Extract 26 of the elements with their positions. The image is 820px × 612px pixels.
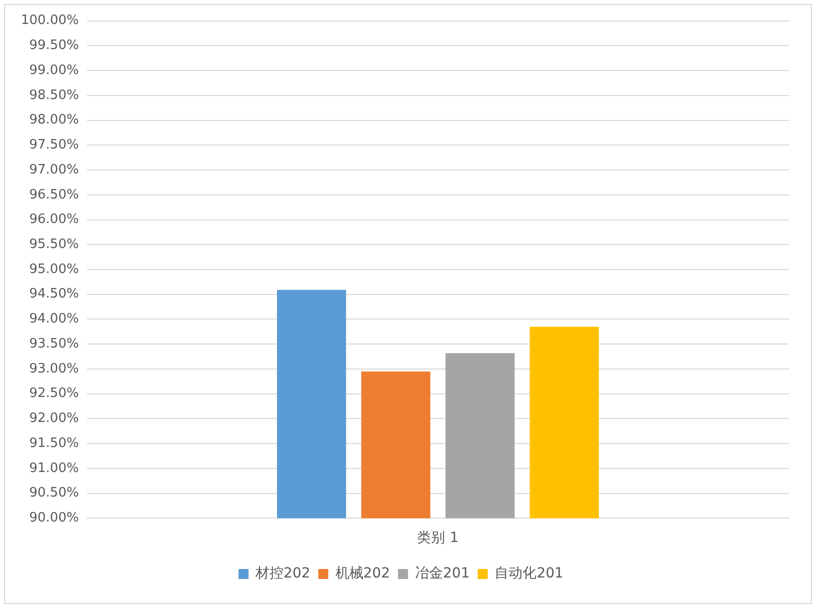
y-tick-label: 98.00% (29, 112, 79, 128)
y-tick-label: 97.50% (29, 138, 79, 153)
y-tick-label: 91.50% (29, 436, 79, 451)
y-tick-label: 94.00% (29, 312, 79, 327)
y-tick-label: 90.00% (29, 510, 79, 526)
y-tick-label: 97.00% (29, 162, 79, 178)
y-tick-label: 92.50% (29, 386, 79, 402)
y-tick-label: 96.50% (29, 187, 79, 202)
legend-label: 机械202 (335, 566, 390, 582)
legend-label: 冶金201 (415, 566, 470, 582)
x-tick-label: 类别 1 (417, 530, 459, 546)
y-tick-label: 100.00% (20, 13, 79, 28)
y-tick-label: 93.50% (29, 336, 79, 352)
legend-label: 自动化201 (494, 566, 564, 582)
y-tick-label: 95.00% (29, 262, 79, 277)
y-tick-label: 92.00% (29, 411, 79, 426)
y-tick-label: 91.00% (29, 460, 79, 476)
legend-label: 材控202 (254, 566, 310, 582)
y-tick-label: 98.50% (29, 88, 79, 103)
y-tick-label: 90.50% (29, 486, 79, 501)
y-tick-label: 99.00% (29, 62, 79, 78)
y-tick-label: 95.50% (29, 237, 79, 252)
y-tick-label: 93.00% (29, 361, 79, 376)
y-tick-label: 96.00% (29, 212, 79, 228)
y-tick-label: 94.50% (29, 286, 79, 302)
y-tick-label: 99.50% (29, 38, 79, 54)
